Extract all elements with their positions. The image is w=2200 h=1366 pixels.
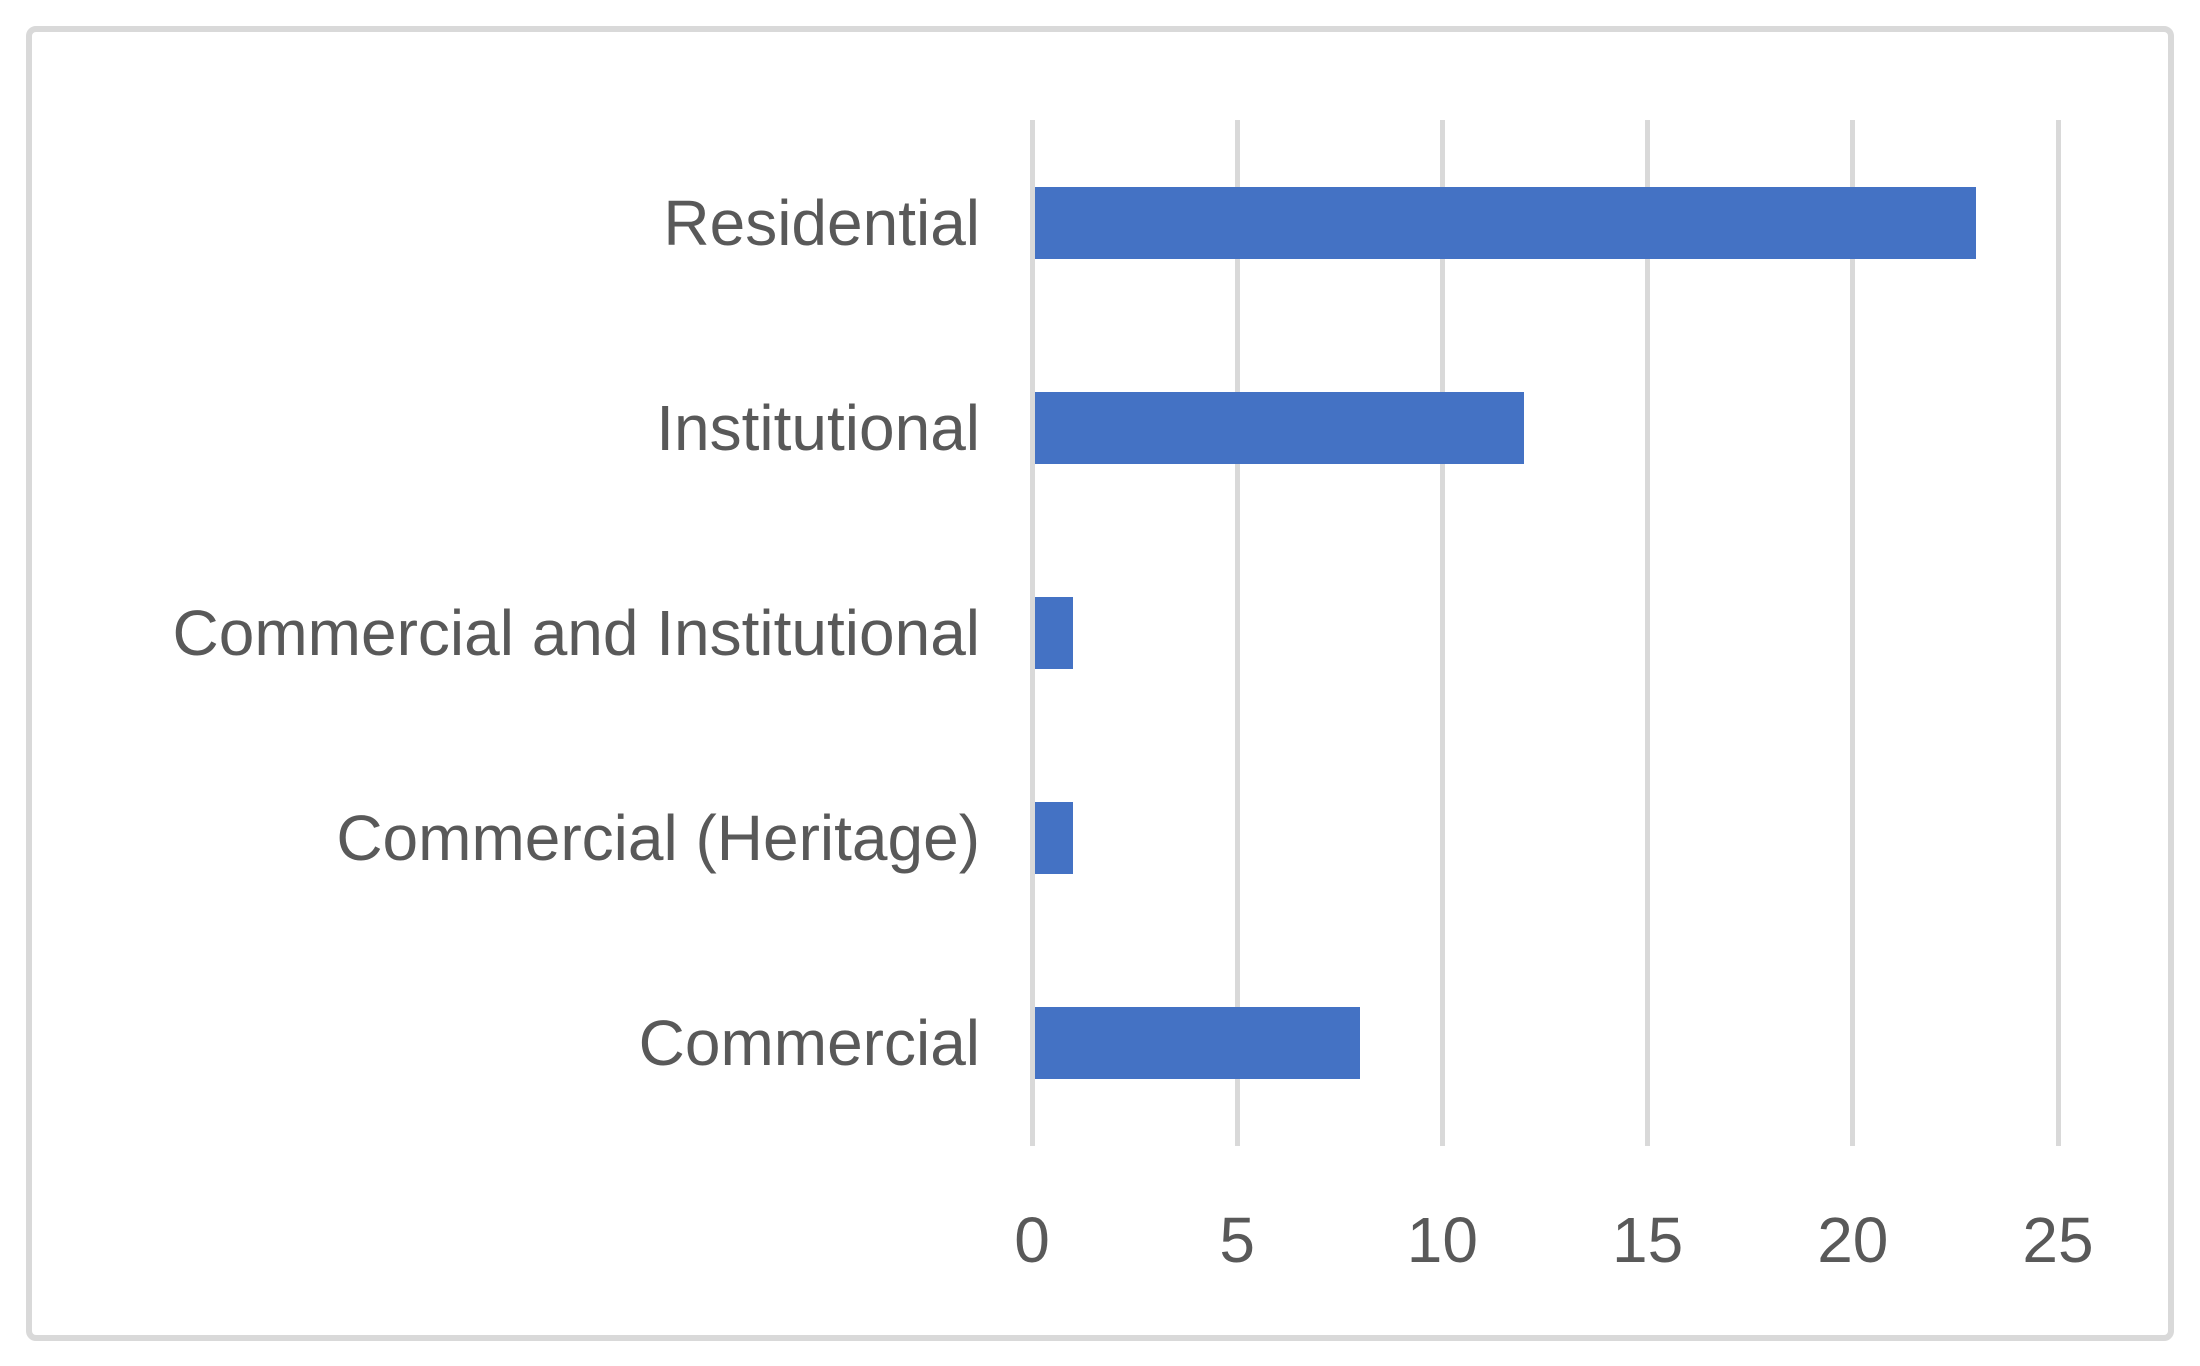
category-label-commercial: Commercial (638, 1007, 980, 1080)
bar-institutional (1034, 391, 1525, 464)
x-axis-tick-0: 0 (1014, 1204, 1050, 1276)
x-axis-tick-20: 20 (1817, 1204, 1889, 1276)
category-label-residential: Residential (663, 186, 980, 259)
category-axis-line (1029, 120, 1035, 1146)
gridline (1645, 120, 1651, 1146)
bar-commercial-heritage (1034, 802, 1074, 875)
category-label-institutional: Institutional (656, 391, 980, 464)
category-label-commercial-and-institutional: Commercial and Institutional (172, 597, 980, 669)
gridline (1234, 120, 1240, 1146)
x-axis-tick-5: 5 (1219, 1204, 1255, 1276)
gridline (2055, 120, 2061, 1146)
gridline (1850, 120, 1856, 1146)
x-axis-tick-10: 10 (1406, 1204, 1478, 1276)
category-label-commercial-heritage: Commercial (Heritage) (336, 802, 980, 875)
gridline (1439, 120, 1445, 1146)
bar-commercial (1034, 1007, 1361, 1080)
x-axis-tick-25: 25 (2022, 1204, 2094, 1276)
x-axis-tick-15: 15 (1612, 1204, 1684, 1276)
bar-residential (1034, 186, 1976, 259)
bar-commercial-and-institutional (1034, 597, 1074, 669)
